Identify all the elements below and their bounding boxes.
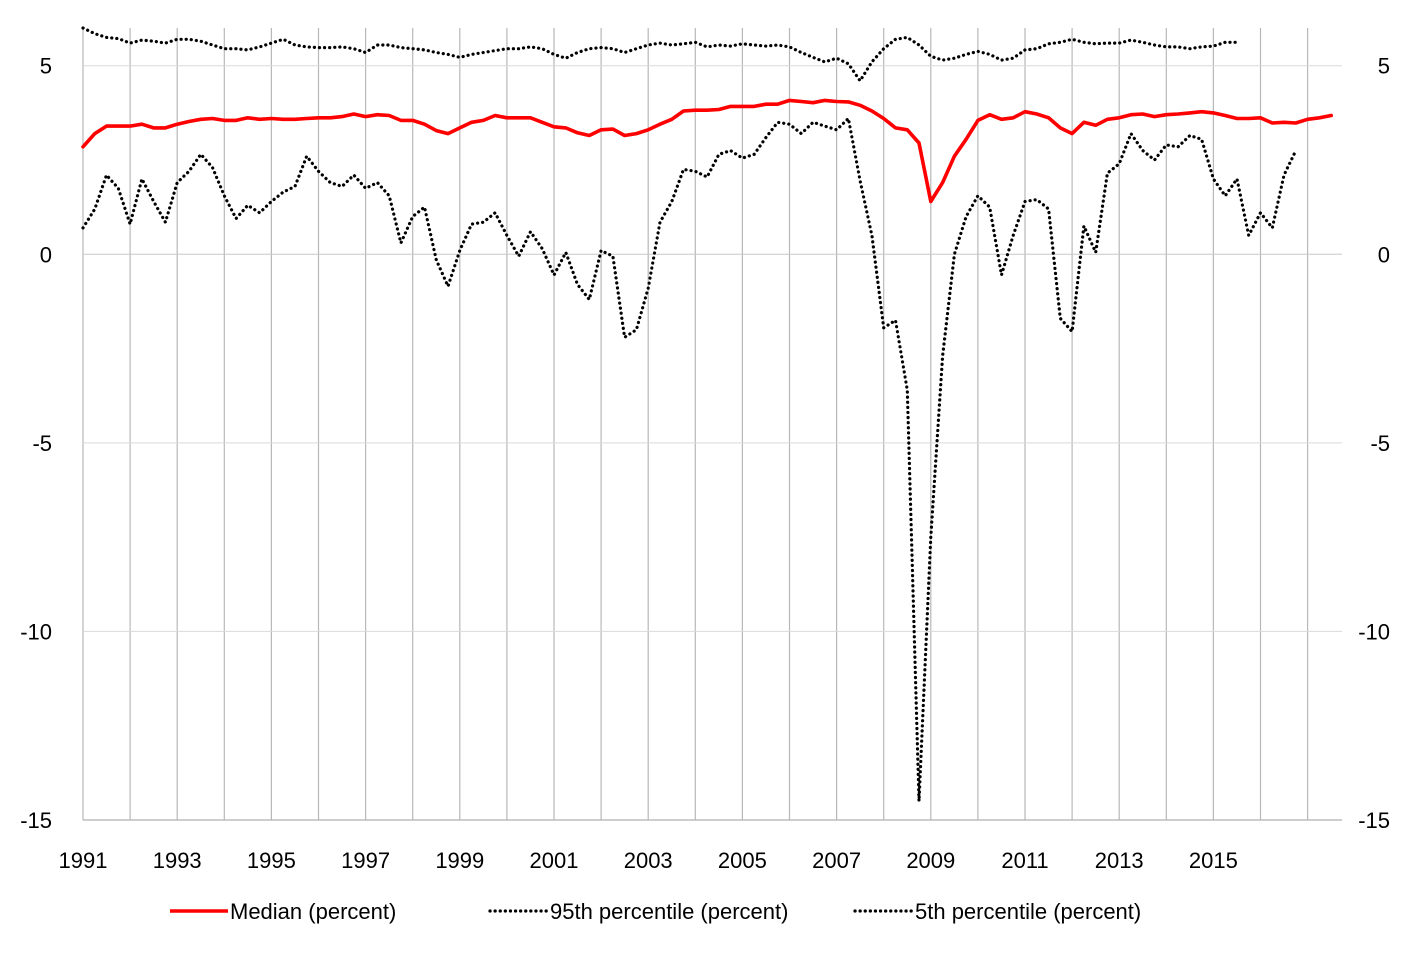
y-axis-right-labels: 5 0 -5 -10 -15 (1358, 54, 1390, 833)
series-p5-line (81, 116, 1298, 803)
x-tick-label-1995: 1995 (247, 848, 296, 873)
x-tick-label-1999: 1999 (435, 848, 484, 873)
x-tick-label-2007: 2007 (812, 848, 861, 873)
x-tick-label-2013: 2013 (1095, 848, 1144, 873)
y-right-tick-label: -15 (1358, 808, 1390, 833)
y-left-tick-label: 5 (40, 54, 52, 79)
y-left-tick-label: -15 (20, 808, 52, 833)
legend-item-p5: 5th percentile (percent) (853, 899, 1141, 924)
x-tick-label-2003: 2003 (624, 848, 673, 873)
plot-frame (83, 65, 1342, 821)
x-tick-label-2011: 2011 (1001, 848, 1048, 873)
legend-item-p95: 95th percentile (percent) (488, 899, 788, 924)
y-right-tick-label: -10 (1358, 619, 1390, 644)
y-left-tick-label: -10 (20, 619, 52, 644)
series-p95-line (81, 26, 1239, 83)
legend: Median (percent) 95th percentile (percent… (170, 899, 1141, 924)
y-right-tick-label: -5 (1370, 431, 1390, 456)
x-axis-labels: 1991 1993 1995 1997 1999 2001 2003 2005 2007 2009… (59, 848, 1238, 873)
x-tick-label-2001: 2001 (530, 848, 579, 873)
legend-label-p5: 5th percentile (percent) (915, 899, 1141, 924)
x-tick-label-2015: 2015 (1189, 848, 1238, 873)
x-tick-label-1993: 1993 (153, 848, 202, 873)
vertical-gridlines (82, 28, 1309, 820)
y-right-tick-label: 5 (1378, 54, 1390, 79)
y-axis-left-labels: 5 0 -5 -10 -15 (20, 54, 52, 833)
y-left-tick-label: 0 (40, 242, 52, 267)
series-median-line (81, 98, 1333, 204)
legend-label-p95: 95th percentile (percent) (550, 899, 788, 924)
y-right-tick-label: 0 (1378, 242, 1390, 267)
series-layer (81, 26, 1333, 803)
legend-label-median: Median (percent) (230, 899, 396, 924)
y-left-tick-label: -5 (32, 431, 52, 456)
x-tick-label-2005: 2005 (718, 848, 767, 873)
legend-item-median: Median (percent) (170, 899, 396, 924)
x-tick-label-1997: 1997 (341, 848, 390, 873)
x-tick-label-2009: 2009 (906, 848, 955, 873)
x-tick-label-1991: 1991 (59, 848, 108, 873)
